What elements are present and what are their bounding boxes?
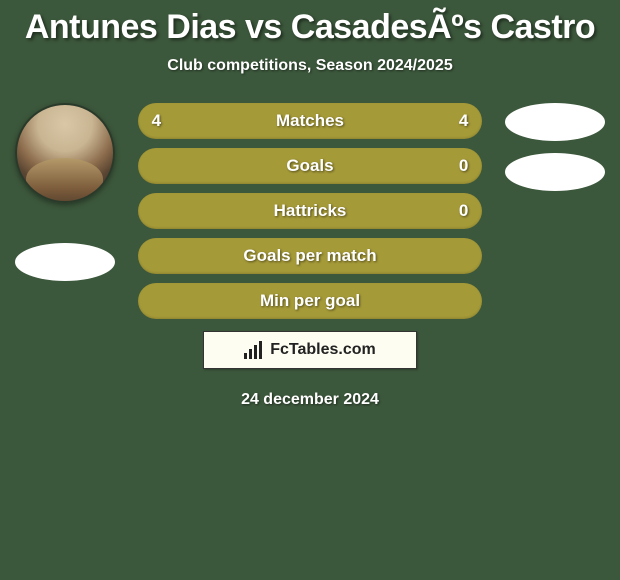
stat-left-value: 4 [152, 111, 161, 131]
player-right-badge-1 [505, 103, 605, 141]
stats-column: 4 Matches 4 Goals 0 Hattricks 0 Goals pe… [138, 103, 483, 319]
stat-right-value: 0 [459, 156, 468, 176]
stat-row-goals: Goals 0 [138, 148, 483, 184]
page-title: Antunes Dias vs CasadesÃºs Castro [0, 8, 620, 47]
stat-right-value: 4 [459, 111, 468, 131]
stat-label: Hattricks [274, 201, 347, 221]
stat-row-goals-per-match: Goals per match [138, 238, 483, 274]
subtitle: Club competitions, Season 2024/2025 [0, 57, 620, 75]
container: Antunes Dias vs CasadesÃºs Castro Club c… [0, 0, 620, 409]
content-grid: 4 Matches 4 Goals 0 Hattricks 0 Goals pe… [0, 103, 620, 319]
stat-label: Min per goal [260, 291, 360, 311]
stat-label: Goals per match [243, 246, 376, 266]
date-text: 24 december 2024 [0, 391, 620, 409]
player-right-column [500, 103, 610, 191]
stat-row-min-per-goal: Min per goal [138, 283, 483, 319]
player-left-avatar [15, 103, 115, 203]
stat-row-hattricks: Hattricks 0 [138, 193, 483, 229]
stat-right-value: 0 [459, 201, 468, 221]
player-left-column [10, 103, 120, 281]
stat-label: Goals [286, 156, 333, 176]
attribution-box[interactable]: FcTables.com [203, 331, 417, 369]
stat-row-matches: 4 Matches 4 [138, 103, 483, 139]
player-left-badge [15, 243, 115, 281]
chart-icon [244, 341, 262, 359]
player-right-badge-2 [505, 153, 605, 191]
attribution-text: FcTables.com [270, 341, 376, 359]
stat-label: Matches [276, 111, 344, 131]
